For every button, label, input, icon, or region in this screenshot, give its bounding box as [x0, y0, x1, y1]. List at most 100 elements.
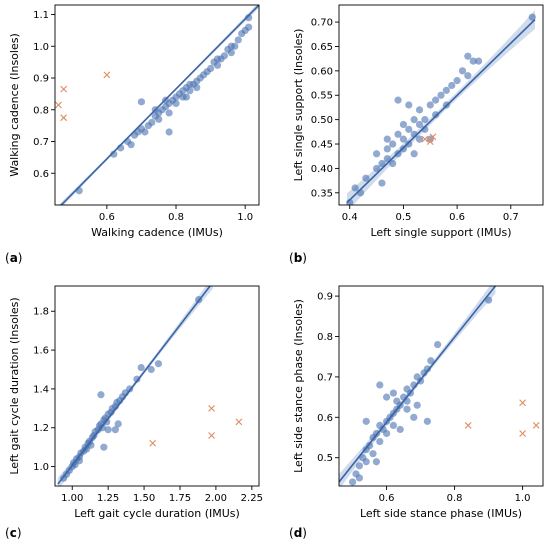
- y-tick-label: 0.70: [311, 18, 333, 29]
- y-axis-label: Left gait cycle duration (Insoles): [8, 297, 21, 474]
- scatter-panel: 0.6 0.8 1.0 0.5 0.6 0.7 0.8 0.9 Left side stance…: [289, 285, 544, 540]
- data-point: [220, 52, 229, 60]
- data-point: [372, 458, 380, 466]
- outlier-marker: [208, 404, 215, 412]
- data-point: [362, 174, 370, 182]
- data-point: [383, 145, 391, 153]
- data-point: [415, 120, 424, 129]
- x-tick-label: 0.7: [503, 212, 519, 223]
- data-point: [231, 42, 239, 50]
- data-point: [394, 130, 402, 138]
- y-tick-label: 0.7: [317, 372, 333, 383]
- axes-frame: [54, 285, 260, 487]
- data-point: [155, 115, 163, 123]
- x-tick-label: 1.75: [169, 493, 191, 504]
- data-point: [100, 443, 108, 451]
- data-point: [245, 14, 253, 22]
- y-tick-label: 0.8: [317, 332, 333, 343]
- data-point: [110, 150, 118, 158]
- data-point: [362, 417, 370, 425]
- data-point: [453, 77, 461, 85]
- panel-label: (d): [289, 526, 307, 540]
- regression-line: [60, 5, 259, 205]
- data-point: [75, 187, 83, 195]
- outlier-marker: [519, 430, 526, 437]
- y-tick-label: 0.9: [317, 292, 333, 303]
- data-point: [147, 365, 155, 374]
- outlier-marker: [519, 399, 526, 407]
- y-tick-label: 0.8: [33, 105, 49, 116]
- outlier-marker: [464, 422, 472, 429]
- plot-area: [57, 286, 243, 486]
- y-tick-label: 1.6: [33, 346, 49, 357]
- data-point: [154, 360, 163, 368]
- data-point: [346, 198, 354, 205]
- data-point: [426, 101, 434, 109]
- plot-area: [55, 5, 259, 205]
- y-axis-label: Walking cadence (Insoles): [8, 33, 21, 176]
- y-tick-label: 0.60: [311, 66, 333, 77]
- plot-area: [339, 286, 540, 486]
- data-point: [206, 64, 215, 73]
- data-point: [421, 116, 429, 124]
- outlier-marker: [532, 422, 540, 429]
- data-point: [474, 57, 483, 65]
- outlier-marker: [208, 432, 215, 439]
- data-point: [193, 83, 201, 92]
- outlier-marker: [429, 133, 437, 141]
- outlier-marker: [421, 135, 429, 143]
- data-point: [410, 116, 418, 124]
- data-point: [399, 135, 408, 143]
- data-point: [383, 155, 391, 163]
- data-point: [369, 450, 377, 458]
- data-point: [413, 401, 421, 409]
- data-point: [485, 296, 493, 304]
- panel-label: (c): [5, 526, 22, 540]
- data-point: [403, 405, 411, 413]
- y-tick-label: 1.0: [33, 42, 49, 53]
- data-point: [399, 120, 408, 129]
- x-tick-label: 0.8: [447, 493, 463, 504]
- y-tick-label: 0.6: [317, 413, 333, 424]
- y-tick-label: 0.50: [311, 115, 333, 126]
- y-tick-label: 0.65: [311, 42, 333, 53]
- data-point: [394, 96, 402, 104]
- data-point: [405, 125, 413, 133]
- data-point: [389, 421, 397, 429]
- data-point: [415, 106, 424, 114]
- data-point: [405, 140, 413, 148]
- plot-area: [346, 10, 536, 205]
- data-point: [442, 86, 450, 94]
- outlier-marker: [235, 418, 243, 426]
- data-point: [464, 52, 472, 60]
- data-point: [427, 357, 435, 365]
- data-point: [432, 96, 440, 104]
- data-point: [383, 135, 391, 143]
- data-point: [389, 389, 397, 397]
- x-axis-label: Walking cadence (IMUs): [91, 226, 223, 239]
- data-point: [372, 150, 381, 158]
- y-tick-label: 0.9: [33, 74, 49, 85]
- outlier-marker: [60, 114, 68, 122]
- data-point: [234, 36, 242, 44]
- data-point: [469, 57, 477, 65]
- scatter-panel: 0.6 0.8 1.0 0.6 0.7 0.8 0.9 1.0 1.1 Walking caden…: [5, 4, 260, 265]
- data-point: [349, 478, 357, 486]
- panel-label: (b): [289, 251, 307, 265]
- data-point: [399, 145, 408, 153]
- y-tick-label: 1.8: [33, 307, 49, 318]
- x-tick-label: 0.6: [449, 212, 465, 223]
- panel-label: (a): [5, 251, 22, 265]
- outlier-marker: [55, 101, 62, 109]
- axes-frame: [54, 4, 260, 206]
- scatter-panel: 0.4 0.5 0.6 0.7 0.35 0.40 0.45 0.50 0.55 0.60 0.65…: [289, 4, 544, 265]
- data-point: [376, 381, 384, 389]
- data-point: [213, 61, 222, 69]
- x-axis-label: Left side stance phase (IMUs): [360, 507, 522, 520]
- y-tick-label: 1.0: [33, 462, 49, 473]
- data-point: [114, 420, 122, 428]
- y-axis-label: Left side stance phase (Insoles): [292, 299, 305, 473]
- data-point: [432, 111, 440, 119]
